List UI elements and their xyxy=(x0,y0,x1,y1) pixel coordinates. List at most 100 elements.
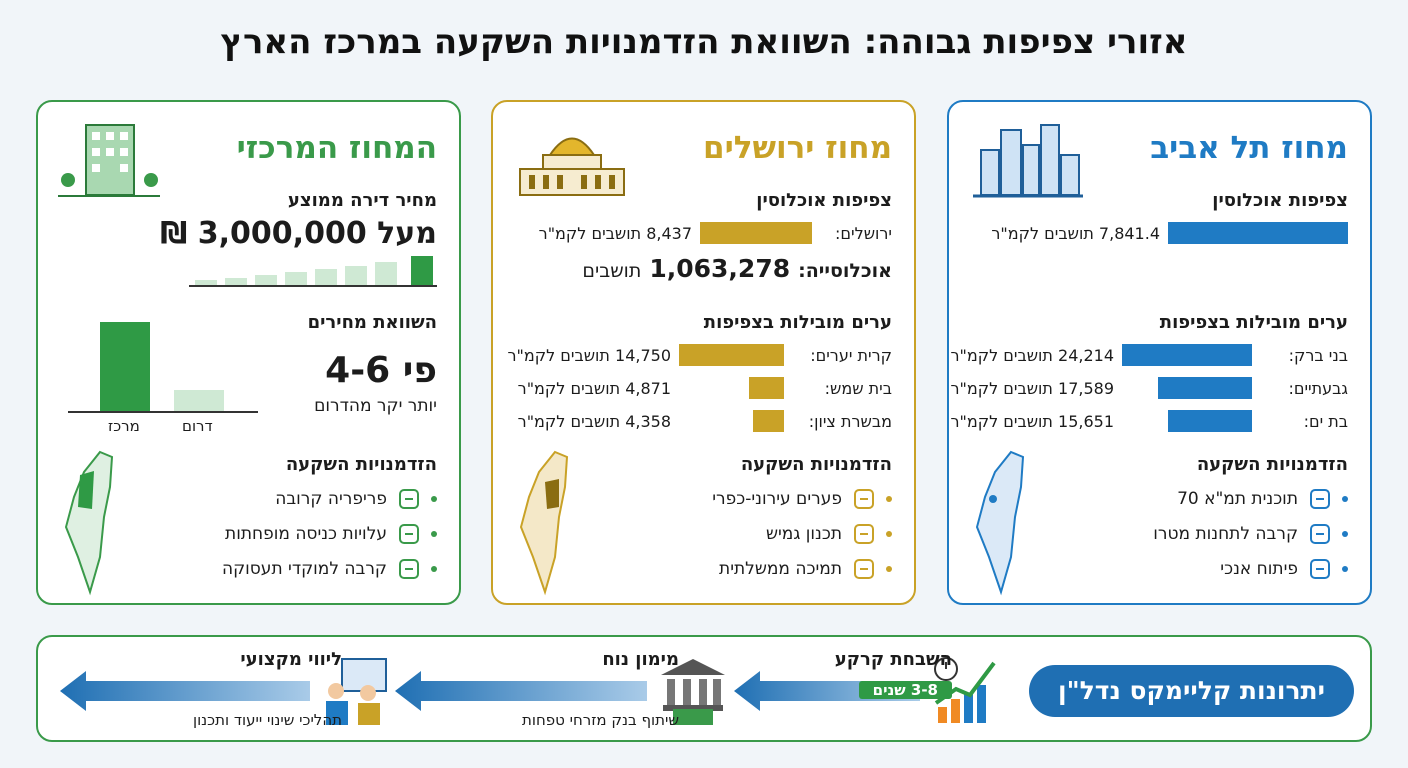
section-heading: הזדמנויות השקעה xyxy=(285,454,437,475)
density-bar xyxy=(752,410,784,432)
density-row: ירושלים: 8,437 תושבים לקמ"ר xyxy=(539,220,892,246)
category-label: דרום xyxy=(182,417,213,435)
advantages-bar: יתרונות קליימקס נדל"ן השבחת קרקע 3-8 שנים… xyxy=(36,635,1372,742)
opportunity-item: פערים עירוני-כפרי xyxy=(712,484,892,514)
opportunity-icon xyxy=(399,559,419,579)
bar-box xyxy=(700,222,812,244)
density-row: 7,841.4 תושבים לקמ"ר xyxy=(991,220,1348,246)
bullet xyxy=(1342,566,1348,572)
district-title: מחוז תל אביב xyxy=(1150,130,1348,166)
step-sub: תהליכי שינוי ייעוד ותכנון xyxy=(193,711,342,729)
ratio: פי 4-6 xyxy=(325,350,437,391)
ratio-note: יותר יקר מהדרום xyxy=(314,396,437,416)
density-bar xyxy=(749,377,784,399)
opportunity-item: פיתוח אנכי xyxy=(1220,554,1348,584)
step-arrow xyxy=(60,671,310,711)
opportunity-text: פיתוח אנכי xyxy=(1220,559,1298,579)
opportunity-icon xyxy=(854,524,874,544)
bar-box xyxy=(1168,222,1348,244)
city-row: קרית יערים: 14,750 תושבים לקמ"ר xyxy=(507,342,892,368)
density-label: 15,651 תושבים לקמ"ר xyxy=(950,411,1114,431)
opportunity-item: עלויות כניסה מופחתות xyxy=(225,519,437,549)
comparison-bar xyxy=(100,322,150,412)
bullet xyxy=(431,531,437,537)
district-panel: המחוז המרכזי מחיר דירה ממוצע מעל 3,000,0… xyxy=(36,100,461,605)
city-row: בית שמש: 4,871 תושבים לקמ"ר xyxy=(518,375,892,401)
section-heading: צפיפות אוכלוסין xyxy=(756,190,892,211)
density-bar xyxy=(1168,222,1348,244)
density-bar xyxy=(679,344,784,366)
section-heading: מחיר דירה ממוצע xyxy=(287,190,437,211)
city-name: גבעתיים: xyxy=(1288,378,1348,398)
category-label: מרכז xyxy=(108,417,140,435)
growth-icon xyxy=(934,657,996,723)
opportunity-icon xyxy=(1310,489,1330,509)
district-panel: מחוז ירושלים צפיפות אוכלוסין ירושלים: 8,… xyxy=(491,100,916,605)
opportunity-icon xyxy=(854,489,874,509)
district-title: המחוז המרכזי xyxy=(236,130,437,166)
bank-icon xyxy=(661,659,725,725)
district-title: מחוז ירושלים xyxy=(703,130,892,166)
bar-box xyxy=(679,410,784,432)
comparison-chart xyxy=(68,322,258,413)
bar-box xyxy=(1122,410,1252,432)
opportunity-icon xyxy=(854,559,874,579)
density-label: 7,841.4 תושבים לקמ"ר xyxy=(991,223,1160,243)
opportunity-item: תכנון גמיש xyxy=(766,519,892,549)
opportunity-item: קרבה לתחנות מטרו xyxy=(1153,519,1348,549)
city-name: ירושלים: xyxy=(835,223,892,243)
city-name: בת ים: xyxy=(1303,411,1348,431)
population-unit: תושבים xyxy=(582,260,642,282)
density-label: 24,214 תושבים לקמ"ר xyxy=(950,345,1114,365)
density-bar xyxy=(1157,377,1252,399)
opportunity-text: קרבה לתחנות מטרו xyxy=(1153,524,1298,544)
city-name: בני ברק: xyxy=(1288,345,1348,365)
skyline-icon xyxy=(973,124,1083,198)
opportunity-text: תמיכה ממשלתית xyxy=(719,559,842,579)
opportunity-text: קרבה למוקדי תעסוקה xyxy=(221,559,387,579)
price: מעל 3,000,000 ₪ xyxy=(160,216,437,251)
bar-box xyxy=(679,344,784,366)
density-label: 4,358 תושבים לקמ"ר xyxy=(517,411,671,431)
section-heading: צפיפות אוכלוסין xyxy=(1212,190,1348,211)
price-decor xyxy=(189,256,437,287)
opportunity-item: תוכנית תמ"א 70 xyxy=(1177,484,1348,514)
building-icon xyxy=(58,124,160,197)
opportunity-text: פריפריה קרובה xyxy=(275,489,387,509)
map-icon xyxy=(519,450,569,596)
section-heading: השוואת מחירים xyxy=(307,312,437,333)
step-title: השבחת קרקע xyxy=(834,649,952,670)
density-bar xyxy=(700,222,812,244)
density-label: 8,437 תושבים לקמ"ר xyxy=(538,223,692,243)
step-sub: שיתוף בנק מזרחי טפחות xyxy=(522,711,679,729)
bar-box xyxy=(679,377,784,399)
opportunity-icon xyxy=(1310,524,1330,544)
comparison-bar xyxy=(174,390,224,412)
bullet xyxy=(431,566,437,572)
bullet xyxy=(886,496,892,502)
bullet xyxy=(431,496,437,502)
population-row: אוכלוסייה: 1,063,278 תושבים xyxy=(582,254,892,283)
opportunity-text: תכנון גמיש xyxy=(765,524,842,544)
city-name: בית שמש: xyxy=(824,378,892,398)
opportunity-item: פריפריה קרובה xyxy=(275,484,437,514)
bullet xyxy=(1342,531,1348,537)
advisors-icon xyxy=(326,658,387,725)
density-label: 17,589 תושבים לקמ"ר xyxy=(950,378,1114,398)
opportunity-text: עלויות כניסה מופחתות xyxy=(225,524,387,544)
bar-box xyxy=(1122,344,1252,366)
opportunity-item: תמיכה ממשלתית xyxy=(719,554,892,584)
page-title: אזורי צפיפות גבוהה: השוואת הזדמנויות השק… xyxy=(220,22,1188,62)
bullet xyxy=(1342,496,1348,502)
opportunity-icon xyxy=(399,524,419,544)
density-bar xyxy=(1167,410,1252,432)
step-title: ליווי מקצועי xyxy=(240,649,342,670)
section-heading: ערים מובילות בצפיפות xyxy=(1159,312,1348,333)
city-name: קרית יערים: xyxy=(810,345,892,365)
opportunity-icon xyxy=(1310,559,1330,579)
section-heading: הזדמנויות השקעה xyxy=(1196,454,1348,475)
density-label: 14,750 תושבים לקמ"ר xyxy=(507,345,671,365)
bar-box xyxy=(1122,377,1252,399)
density-bar xyxy=(1122,344,1252,366)
